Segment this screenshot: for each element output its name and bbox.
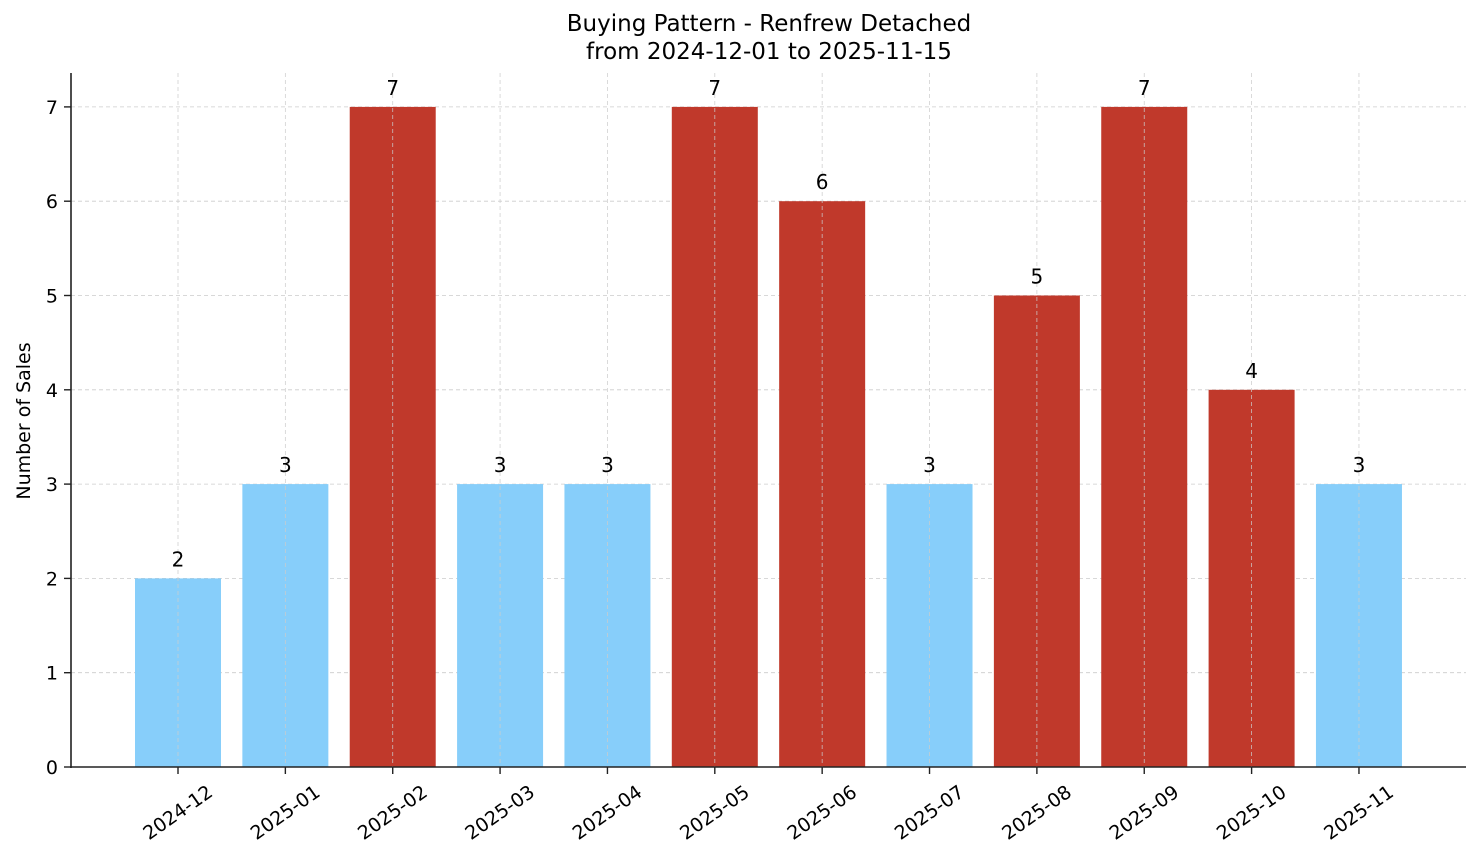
bar-2025-05 [671, 106, 758, 767]
y-tick-label: 0 [46, 757, 58, 779]
data-label: 7 [1138, 76, 1151, 100]
y-tick-label: 7 [46, 97, 58, 119]
data-label: 6 [816, 170, 829, 194]
x-ticks: 2024-12 2025-01 2025-02 2025-03 2025-04 2025-… [139, 767, 1398, 845]
y-tick-label: 4 [46, 380, 58, 402]
bar-2025-06 [779, 201, 866, 767]
x-tick-label: 2025-11 [1320, 781, 1398, 845]
data-label: 2 [172, 547, 185, 571]
data-label: 3 [601, 453, 614, 477]
x-tick-label: 2025-08 [998, 781, 1076, 845]
x-tick-label: 2025-07 [891, 781, 969, 845]
chart-title: Buying Pattern - Renfrew Detached [566, 11, 972, 37]
bar-2025-09 [1101, 106, 1188, 767]
axes [70, 73, 1466, 768]
vertical-grid-lines [177, 73, 1360, 767]
data-labels: 2 3 7 3 3 7 6 3 5 7 4 3 [172, 76, 1366, 572]
chart-subtitle: from 2024-12-01 to 2025-11-15 [586, 39, 952, 65]
y-tick-label: 2 [46, 568, 58, 590]
x-tick-label: 2025-02 [354, 781, 432, 845]
x-tick-label: 2025-03 [461, 781, 539, 845]
data-label: 3 [279, 453, 292, 477]
x-tick-label: 2025-04 [569, 781, 647, 845]
bar-2024-12 [135, 578, 221, 767]
y-tick-label: 1 [46, 663, 58, 685]
x-tick-label: 2025-01 [247, 781, 325, 845]
y-tick-label: 6 [46, 191, 58, 213]
bar-2025-02 [349, 106, 436, 767]
bars [135, 106, 1402, 767]
y-tick-label: 5 [46, 286, 58, 308]
data-label: 7 [708, 76, 721, 100]
data-label: 7 [386, 76, 399, 100]
data-label: 3 [494, 453, 507, 477]
x-tick-label: 2025-06 [783, 781, 861, 845]
data-label: 5 [1031, 265, 1044, 289]
data-label: 3 [1353, 453, 1366, 477]
y-ticks: 0 1 2 3 4 5 6 7 [46, 97, 71, 779]
x-tick-label: 2024-12 [139, 781, 217, 845]
x-tick-label: 2025-09 [1105, 781, 1183, 845]
x-tick-label: 2025-05 [676, 781, 754, 845]
y-tick-label: 3 [46, 474, 58, 496]
data-label: 4 [1245, 359, 1258, 383]
x-tick-label: 2025-10 [1213, 781, 1291, 845]
data-label: 3 [923, 453, 936, 477]
